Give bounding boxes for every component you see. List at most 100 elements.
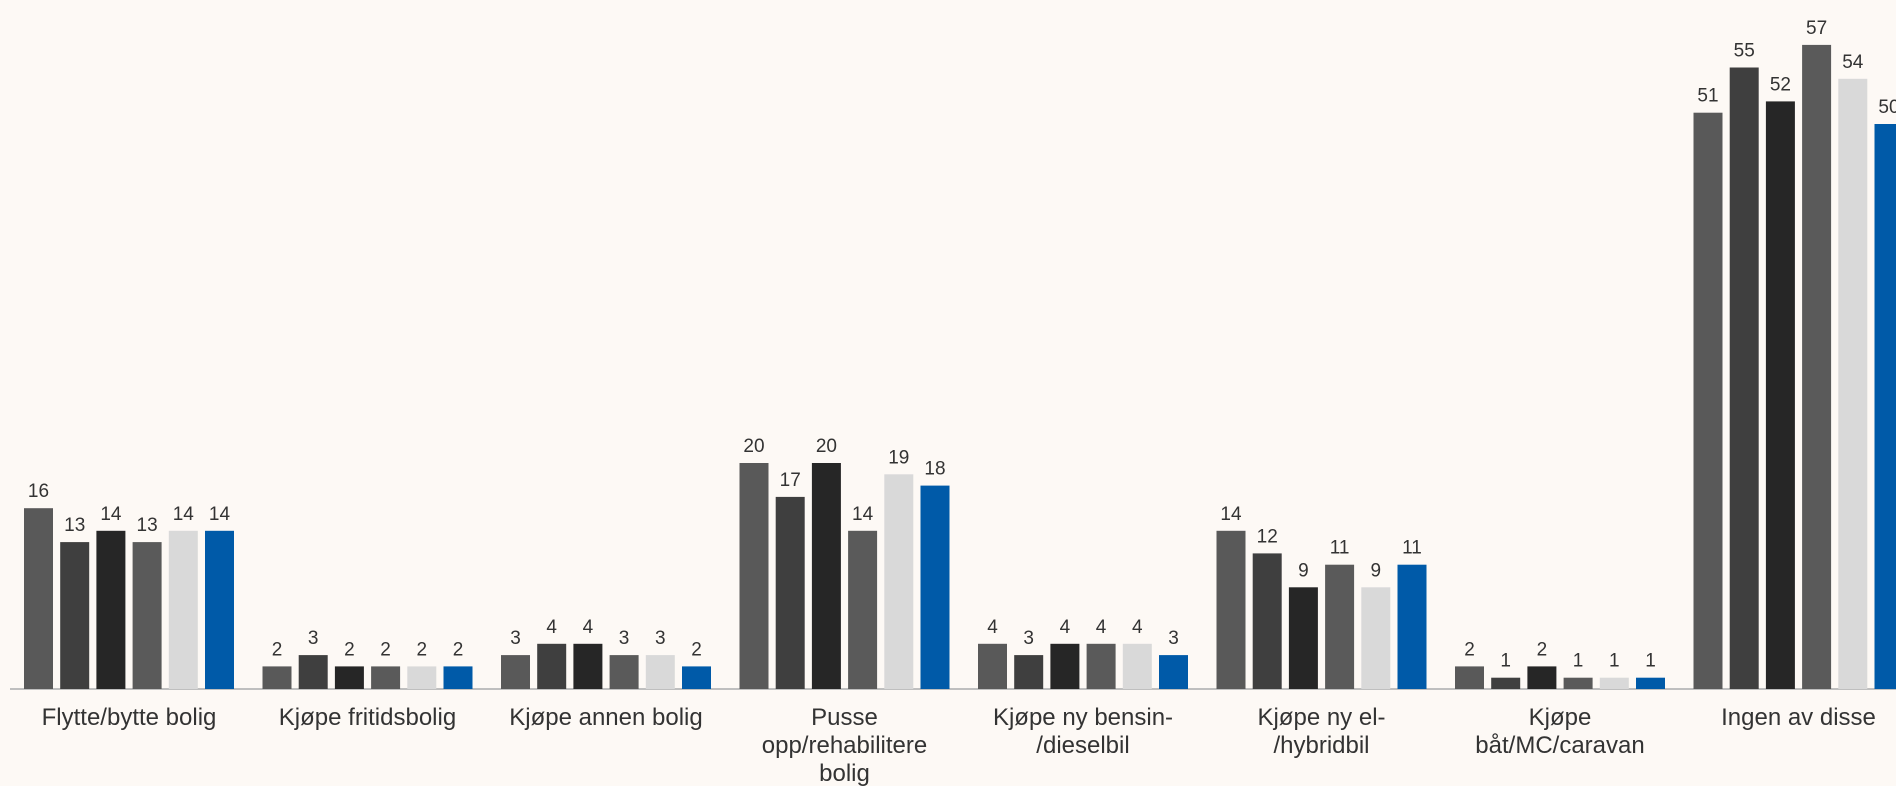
bar bbox=[573, 643, 603, 689]
data-label: 13 bbox=[137, 515, 158, 536]
bar bbox=[60, 542, 90, 689]
data-label: 2 bbox=[380, 639, 391, 660]
data-label: 1 bbox=[1573, 651, 1584, 672]
bar bbox=[1361, 587, 1391, 689]
data-label: 4 bbox=[583, 617, 594, 638]
bar bbox=[1765, 101, 1795, 689]
category-label-line: båt/MC/caravan bbox=[1475, 732, 1644, 759]
data-label: 2 bbox=[453, 639, 464, 660]
bar bbox=[1636, 677, 1665, 689]
category-label: Flytte/bytte bolig bbox=[42, 704, 217, 731]
bar bbox=[1122, 643, 1152, 689]
bar bbox=[537, 643, 567, 689]
data-label: 11 bbox=[1402, 538, 1422, 559]
category-label-line: Kjøpe ny el- bbox=[1257, 704, 1385, 731]
bar bbox=[609, 655, 639, 689]
data-label: 57 bbox=[1806, 18, 1827, 39]
data-label: 55 bbox=[1734, 41, 1755, 62]
bar bbox=[501, 655, 530, 689]
data-label: 1 bbox=[1609, 651, 1620, 672]
category-label-line: Kjøpe fritidsbolig bbox=[279, 704, 456, 731]
data-label: 12 bbox=[1257, 526, 1278, 547]
data-label: 51 bbox=[1697, 86, 1718, 107]
data-label: 14 bbox=[209, 504, 231, 525]
bar bbox=[262, 666, 292, 689]
bar bbox=[1014, 655, 1044, 689]
data-label: 9 bbox=[1371, 560, 1382, 581]
data-label: 1 bbox=[1645, 651, 1656, 672]
data-label: 3 bbox=[510, 628, 521, 649]
data-label: 4 bbox=[1060, 617, 1071, 638]
data-label: 9 bbox=[1298, 560, 1309, 581]
data-label: 20 bbox=[743, 436, 764, 457]
bar bbox=[1838, 78, 1868, 690]
bar bbox=[1599, 677, 1629, 689]
data-label: 3 bbox=[308, 628, 319, 649]
bar bbox=[1397, 564, 1427, 689]
data-label: 2 bbox=[272, 639, 283, 660]
data-label: 14 bbox=[100, 504, 122, 525]
data-label: 2 bbox=[1537, 639, 1548, 660]
bar bbox=[1563, 677, 1593, 689]
bar bbox=[739, 463, 769, 689]
bar bbox=[1325, 564, 1355, 689]
bar bbox=[1216, 530, 1246, 689]
bar bbox=[205, 530, 234, 689]
bar bbox=[24, 508, 53, 689]
data-label: 14 bbox=[852, 504, 874, 525]
data-label: 3 bbox=[1023, 628, 1034, 649]
category-label-line: /hybridbil bbox=[1273, 732, 1369, 759]
data-label: 17 bbox=[780, 470, 801, 491]
bar bbox=[1802, 44, 1832, 689]
data-label: 14 bbox=[173, 504, 195, 525]
bar bbox=[443, 666, 473, 689]
bar bbox=[407, 666, 437, 689]
bar bbox=[920, 485, 950, 689]
data-label: 19 bbox=[888, 447, 909, 468]
data-label: 4 bbox=[546, 617, 557, 638]
bar bbox=[1491, 677, 1521, 689]
category-label: Ingen av disse bbox=[1721, 704, 1876, 731]
category-label-line: Flytte/bytte bolig bbox=[42, 704, 217, 731]
data-label: 14 bbox=[1220, 504, 1242, 525]
data-label: 2 bbox=[691, 639, 702, 660]
bar bbox=[96, 530, 126, 689]
bar bbox=[168, 530, 198, 689]
data-label: 3 bbox=[655, 628, 666, 649]
category-label: Kjøpe fritidsbolig bbox=[279, 704, 456, 731]
bar bbox=[1050, 643, 1080, 689]
data-label: 13 bbox=[64, 515, 85, 536]
data-label: 2 bbox=[344, 639, 355, 660]
bar bbox=[775, 496, 805, 689]
category-label: Kjøpe annen bolig bbox=[509, 704, 702, 731]
bar bbox=[1288, 587, 1318, 689]
bar bbox=[1527, 666, 1557, 689]
bar bbox=[1252, 553, 1282, 689]
category-label-line: bolig bbox=[819, 760, 870, 786]
bar bbox=[1874, 124, 1896, 689]
data-label: 16 bbox=[28, 481, 49, 502]
bar bbox=[645, 655, 675, 689]
category-label-line: /dieselbil bbox=[1036, 732, 1129, 759]
data-label: 2 bbox=[1464, 639, 1475, 660]
data-label: 50 bbox=[1878, 97, 1896, 118]
bar bbox=[298, 655, 328, 689]
data-label: 2 bbox=[417, 639, 428, 660]
bar bbox=[1455, 666, 1484, 689]
category-label: Kjøpe ny bensin-/dieselbil bbox=[993, 704, 1173, 759]
category-label-line: Kjøpe bbox=[1529, 704, 1592, 731]
category-label-line: Kjøpe ny bensin- bbox=[993, 704, 1173, 731]
data-label: 4 bbox=[987, 617, 998, 638]
bar bbox=[132, 542, 162, 689]
bar bbox=[1729, 67, 1759, 689]
category-label-line: Ingen av disse bbox=[1721, 704, 1876, 731]
data-label: 54 bbox=[1842, 52, 1864, 73]
data-label: 18 bbox=[924, 459, 945, 480]
bar bbox=[848, 530, 878, 689]
bar bbox=[1086, 643, 1116, 689]
category-label-line: Pusse bbox=[811, 704, 878, 731]
category-label: Kjøpe båt/MC/caravan bbox=[1475, 704, 1644, 759]
data-label: 3 bbox=[1168, 628, 1179, 649]
data-label: 11 bbox=[1330, 538, 1350, 559]
category-label-line: Kjøpe annen bolig bbox=[509, 704, 702, 731]
